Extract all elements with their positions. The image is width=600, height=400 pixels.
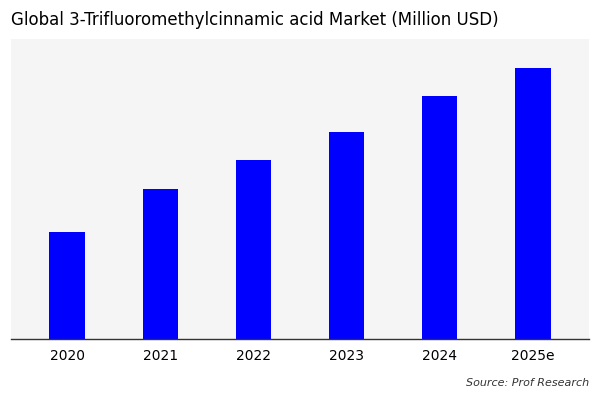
Bar xyxy=(143,189,178,339)
Text: Source: Prof Research: Source: Prof Research xyxy=(466,378,589,388)
Bar xyxy=(515,68,551,339)
Bar xyxy=(49,232,85,339)
Bar xyxy=(236,160,271,339)
Bar xyxy=(422,96,457,339)
Text: Global 3-Trifluoromethylcinnamic acid Market (Million USD): Global 3-Trifluoromethylcinnamic acid Ma… xyxy=(11,11,499,29)
Bar xyxy=(329,132,364,339)
